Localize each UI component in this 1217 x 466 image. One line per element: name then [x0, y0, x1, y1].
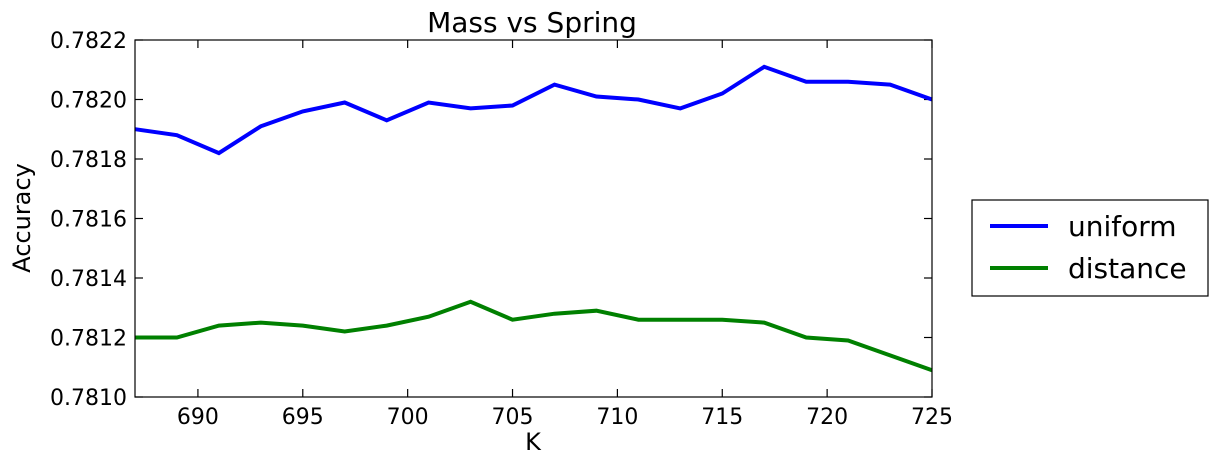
x-tick-label: 710 — [596, 405, 638, 430]
x-tick-label: 700 — [387, 405, 429, 430]
y-tick-label: 0.7818 — [50, 148, 127, 173]
y-tick-label: 0.7810 — [50, 386, 127, 411]
legend-label-uniform: uniform — [1068, 210, 1177, 243]
y-axis-title: Accuracy — [8, 163, 36, 273]
chart-title: Mass vs Spring — [427, 6, 637, 39]
y-tick-label: 0.7816 — [50, 208, 127, 233]
x-tick-label: 725 — [911, 405, 953, 430]
x-tick-label: 720 — [806, 405, 848, 430]
plot-frame — [134, 39, 933, 398]
y-tick-label: 0.7814 — [50, 267, 127, 292]
y-axis: 0.7810 0.7812 0.7814 0.7816 0.7818 0.7820 0.78… — [50, 29, 932, 411]
legend-label-distance: distance — [1068, 252, 1187, 285]
x-axis-title: K — [525, 428, 542, 456]
x-tick-label: 690 — [177, 405, 219, 430]
y-tick-label: 0.7812 — [50, 327, 127, 352]
y-tick-label: 0.7822 — [50, 29, 127, 54]
x-tick-label: 705 — [492, 405, 534, 430]
x-tick-label: 715 — [701, 405, 743, 430]
legend: uniform distance — [971, 199, 1209, 297]
series-lines — [134, 64, 933, 373]
series-line-uniform — [134, 64, 933, 156]
x-tick-label: 695 — [282, 405, 324, 430]
legend-box — [971, 199, 1209, 297]
series-line-distance — [135, 299, 933, 373]
x-axis: 690 695 700 705 710 715 720 725 — [177, 40, 953, 430]
y-tick-label: 0.7820 — [50, 89, 127, 114]
